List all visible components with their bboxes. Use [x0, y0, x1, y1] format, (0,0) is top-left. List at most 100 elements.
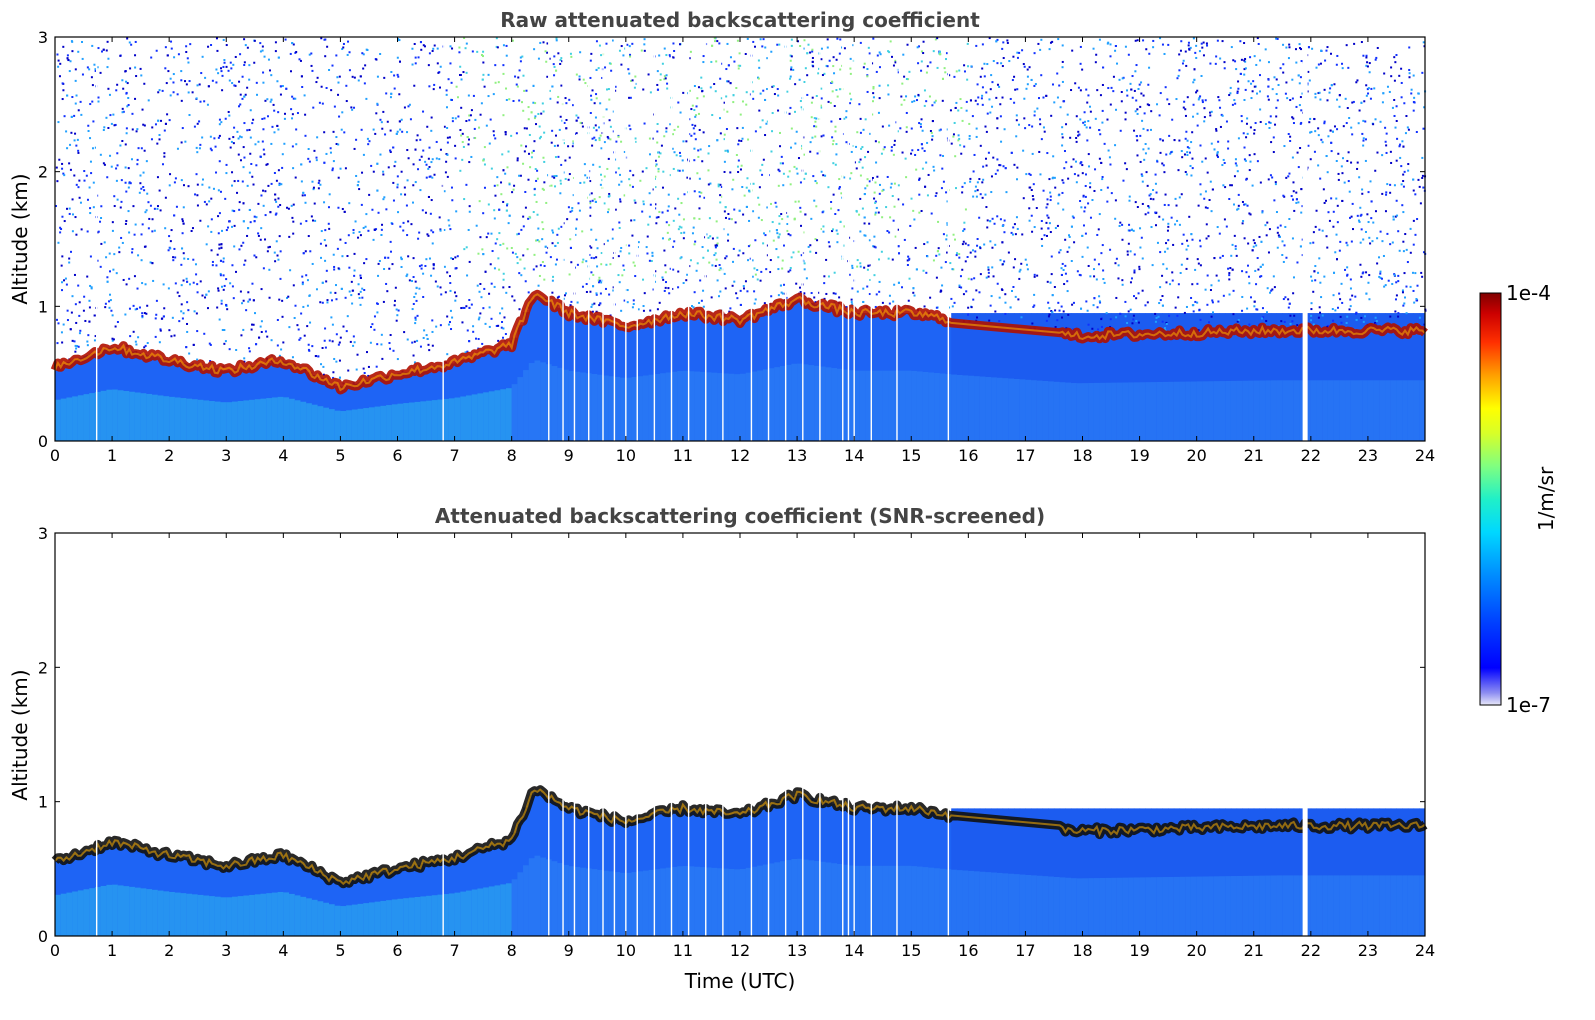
noise-pixel: [145, 160, 148, 163]
noise-pixel: [523, 150, 526, 153]
noise-pixel: [1272, 151, 1275, 154]
noise-pixel: [811, 48, 814, 51]
noise-pixel: [154, 335, 157, 338]
noise-pixel: [888, 51, 891, 54]
noise-pixel: [681, 169, 684, 172]
noise-pixel: [790, 55, 793, 58]
noise-pixel: [290, 108, 293, 111]
noise-pixel: [795, 130, 798, 133]
noise-pixel: [495, 324, 498, 327]
noise-pixel: [64, 277, 67, 280]
noise-pixel: [359, 303, 362, 306]
noise-pixel: [461, 158, 464, 161]
noise-pixel: [1352, 100, 1355, 103]
noise-pixel: [1262, 316, 1265, 319]
noise-pixel: [1132, 314, 1135, 317]
surface-layer: [837, 368, 844, 441]
noise-pixel: [1393, 56, 1396, 59]
noise-pixel: [315, 288, 318, 291]
noise-pixel: [832, 56, 835, 59]
noise-pixel: [159, 329, 162, 332]
noise-pixel: [1081, 164, 1084, 167]
noise-pixel: [609, 138, 612, 141]
surface-layer: [226, 402, 233, 441]
noise-pixel: [89, 103, 92, 106]
noise-pixel: [1135, 64, 1138, 67]
noise-pixel: [396, 175, 399, 178]
noise-pixel: [292, 43, 295, 46]
noise-pixel: [1086, 246, 1089, 249]
noise-pixel: [964, 242, 967, 245]
noise-pixel: [1114, 217, 1117, 220]
noise-pixel: [278, 182, 281, 185]
surface-layer: [1282, 380, 1289, 441]
noise-pixel: [1177, 296, 1180, 299]
noise-pixel: [63, 220, 66, 223]
noise-pixel: [654, 203, 657, 206]
noise-pixel: [1129, 250, 1132, 253]
noise-pixel: [1089, 105, 1092, 108]
noise-pixel: [1247, 275, 1250, 278]
noise-pixel: [1198, 96, 1201, 99]
panel-raw: Raw attenuated backscattering coefficien…: [8, 8, 1435, 465]
noise-pixel: [628, 252, 631, 255]
noise-pixel: [114, 123, 117, 126]
noise-pixel: [390, 70, 393, 73]
noise-pixel: [709, 182, 712, 185]
noise-pixel: [1390, 66, 1393, 69]
noise-pixel: [149, 261, 152, 264]
noise-pixel: [758, 186, 761, 189]
noise-pixel: [504, 133, 507, 136]
noise-pixel: [1402, 173, 1405, 176]
noise-pixel: [757, 196, 760, 199]
noise-pixel: [533, 193, 536, 196]
noise-pixel: [776, 88, 779, 91]
noise-pixel: [262, 189, 265, 192]
noise-pixel: [1393, 184, 1396, 187]
noise-pixel: [1059, 249, 1062, 252]
noise-pixel: [942, 233, 945, 236]
noise-pixel: [1140, 173, 1143, 176]
noise-pixel: [832, 292, 835, 295]
noise-pixel: [1385, 151, 1388, 154]
noise-pixel: [887, 50, 890, 53]
noise-pixel: [283, 112, 286, 115]
noise-pixel: [1199, 245, 1202, 248]
noise-pixel: [1376, 46, 1379, 49]
noise-pixel: [1209, 111, 1212, 114]
aerosol-column: [1293, 313, 1300, 441]
noise-pixel: [144, 344, 147, 347]
noise-pixel: [648, 153, 651, 156]
noise-pixel: [940, 266, 943, 269]
noise-pixel: [472, 94, 475, 97]
noise-pixel: [1392, 215, 1395, 218]
noise-pixel: [150, 138, 153, 141]
noise-pixel: [273, 251, 276, 254]
noise-pixel: [1033, 84, 1036, 87]
noise-pixel: [925, 161, 928, 164]
noise-pixel: [589, 59, 592, 62]
noise-pixel: [1397, 312, 1400, 315]
aerosol-column: [1310, 313, 1318, 441]
noise-pixel: [1121, 279, 1124, 282]
noise-pixel: [217, 215, 220, 218]
noise-pixel: [169, 247, 172, 250]
noise-pixel: [416, 134, 419, 137]
noise-pixel: [1194, 300, 1197, 303]
noise-pixel: [94, 146, 97, 149]
noise-pixel: [365, 351, 368, 354]
noise-pixel: [814, 120, 817, 123]
noise-pixel: [591, 199, 594, 202]
noise-pixel: [257, 202, 260, 205]
noise-pixel: [648, 215, 651, 218]
noise-pixel: [828, 245, 831, 248]
noise-pixel: [533, 253, 536, 256]
noise-pixel: [620, 63, 623, 66]
noise-pixel: [500, 326, 503, 329]
noise-pixel: [580, 122, 583, 125]
noise-pixel: [1150, 226, 1153, 229]
noise-pixel: [1140, 81, 1143, 84]
noise-pixel: [527, 178, 530, 181]
noise-pixel: [221, 229, 224, 232]
noise-pixel: [266, 98, 269, 101]
